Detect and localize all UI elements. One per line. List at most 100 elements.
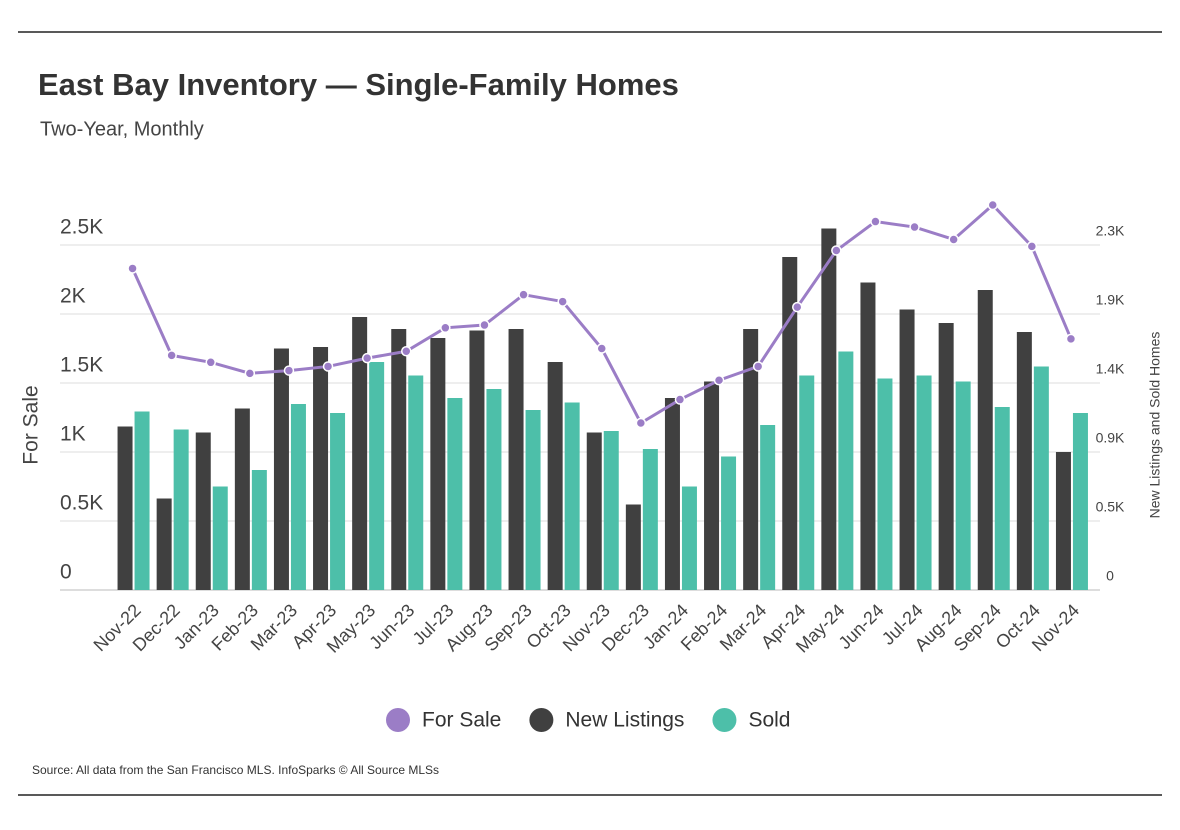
- point: [674, 394, 686, 405]
- bar: [547, 362, 563, 590]
- bar: [469, 330, 485, 590]
- x-tick-label: Jun-23: [365, 600, 418, 653]
- bar: [369, 362, 385, 590]
- bar: [860, 282, 876, 590]
- source: Source: All data from the San Francisco …: [32, 763, 439, 777]
- y-tick-label: 1.5K: [60, 354, 103, 377]
- point: [283, 365, 295, 376]
- bar: [408, 375, 424, 590]
- bar: [782, 257, 798, 590]
- bar: [1055, 452, 1071, 590]
- point: [713, 374, 725, 386]
- point: [401, 346, 412, 357]
- point: [987, 199, 998, 211]
- bar: [290, 404, 306, 590]
- point: [1026, 241, 1038, 252]
- bar: [234, 408, 250, 590]
- bar: [508, 329, 524, 590]
- bar: [313, 347, 329, 590]
- legend-label: For Sale: [422, 709, 501, 732]
- point: [870, 216, 881, 227]
- point: [361, 352, 373, 364]
- bar: [704, 381, 720, 590]
- bar: [330, 413, 346, 590]
- bar: [525, 410, 541, 590]
- point: [909, 221, 920, 233]
- bar: [603, 431, 619, 590]
- bar: [173, 429, 189, 590]
- chart-subtitle: Two-Year, Monthly: [40, 118, 204, 140]
- bar: [1033, 366, 1049, 590]
- x-tick-label: Jun-24: [835, 600, 888, 653]
- point: [635, 417, 647, 429]
- bar: [760, 425, 776, 590]
- point: [479, 319, 490, 331]
- y2-axis-label: New Listings and Sold Homes: [1147, 332, 1163, 519]
- point: [166, 350, 177, 361]
- point: [557, 296, 568, 307]
- bar: [1072, 413, 1088, 590]
- bar: [195, 432, 211, 590]
- bar: [447, 398, 463, 590]
- bar: [212, 486, 228, 590]
- point: [948, 234, 959, 245]
- point: [322, 361, 334, 372]
- bar: [899, 309, 915, 590]
- y-axis-label: For Sale: [20, 385, 43, 464]
- bar: [391, 329, 407, 590]
- point: [792, 301, 803, 313]
- bar: [916, 375, 932, 590]
- point: [518, 289, 529, 300]
- y2-tick-label: 1.4K: [1096, 361, 1125, 377]
- y-tick-label: 2.5K: [60, 216, 103, 239]
- bar: [721, 456, 737, 590]
- y2-tick-label: 0.5K: [1096, 499, 1125, 515]
- legend-marker: [386, 708, 410, 732]
- point: [205, 357, 216, 368]
- y2-tick-label: 1.9K: [1096, 292, 1125, 308]
- bar: [938, 323, 954, 590]
- bar: [586, 432, 602, 590]
- legend-label: Sold: [748, 709, 790, 732]
- y-tick-label: 0: [60, 561, 72, 584]
- point: [1065, 333, 1077, 345]
- bar: [838, 351, 854, 590]
- bar: [625, 504, 641, 590]
- bar: [664, 398, 680, 590]
- point: [596, 343, 607, 354]
- bar: [564, 402, 580, 590]
- y2-tick-label: 0: [1106, 568, 1114, 584]
- bar: [994, 407, 1010, 590]
- bar: [642, 449, 658, 590]
- y2-tick-label: 0.9K: [1096, 430, 1125, 446]
- bar: [977, 290, 993, 590]
- point: [244, 368, 256, 379]
- point: [127, 263, 138, 274]
- bar: [117, 426, 133, 590]
- y-tick-label: 2K: [60, 285, 86, 308]
- bar: [877, 378, 893, 590]
- bar: [134, 411, 150, 590]
- chart-title: East Bay Inventory — Single-Family Homes: [38, 67, 679, 102]
- legend-marker: [712, 708, 737, 732]
- bar: [955, 381, 971, 590]
- bar: [273, 348, 289, 590]
- bar: [799, 375, 815, 590]
- y-tick-label: 0.5K: [60, 492, 103, 515]
- bar: [1016, 332, 1032, 590]
- y2-tick-label: 2.3K: [1096, 223, 1125, 239]
- bar: [251, 470, 267, 590]
- legend-label: New Listings: [565, 709, 684, 732]
- legend-marker: [529, 708, 554, 732]
- bar: [352, 317, 368, 590]
- point: [440, 322, 451, 334]
- bar: [681, 486, 697, 590]
- bar: [743, 329, 759, 590]
- point: [752, 361, 764, 372]
- bar: [156, 498, 172, 590]
- point: [831, 245, 842, 256]
- bar: [486, 389, 502, 590]
- y-tick-label: 1K: [60, 423, 86, 446]
- bar: [430, 338, 446, 590]
